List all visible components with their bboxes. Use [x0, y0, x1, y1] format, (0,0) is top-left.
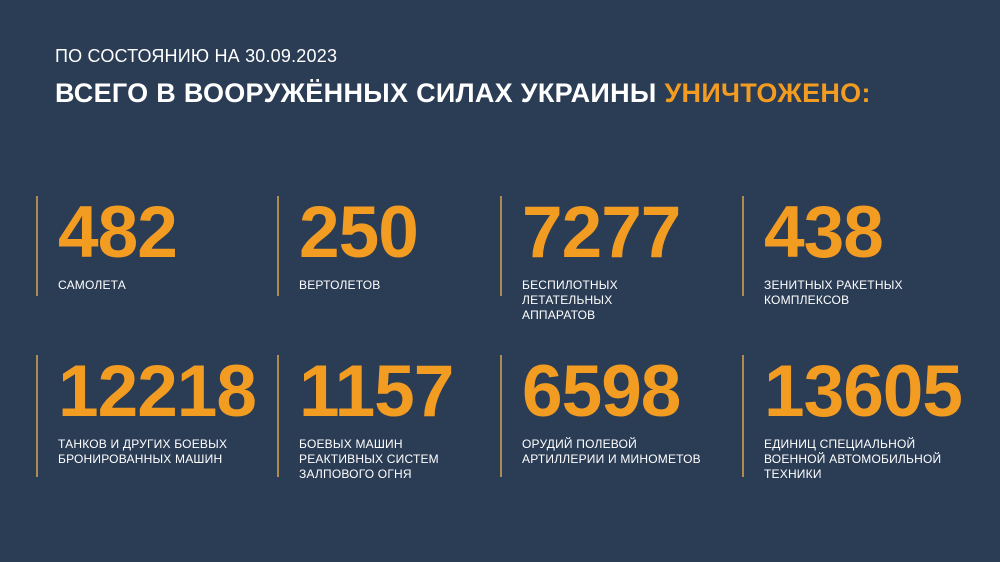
- stat-label: ВЕРТОЛЕТОВ: [299, 278, 381, 292]
- stat-value: 438: [764, 192, 884, 273]
- stat-vehicles: 13605 ЕДИНИЦ СПЕЦИАЛЬНОЙ ВОЕННОЙ АВТОМОБИ…: [742, 351, 964, 481]
- stat-value: 12218: [58, 351, 257, 432]
- stat-label: САМОЛЕТА: [58, 278, 127, 292]
- stat-tanks: 12218 ТАНКОВ И ДРУГИХ БОЕВЫХ БРОНИРОВАННЫ…: [36, 355, 258, 477]
- stat-value: 7277: [522, 192, 681, 273]
- stat-sam: 438 ЗЕНИТНЫХ РАКЕТНЫХ КОМПЛЕКСОВ: [742, 192, 924, 307]
- stat-aircraft: 482 САМОЛЕТА: [36, 196, 208, 296]
- stat-value: 1157: [299, 351, 454, 432]
- date-line: ПО СОСТОЯНИЮ НА 30.09.2023: [55, 46, 338, 66]
- stat-value: 250: [299, 192, 419, 273]
- stat-value: 482: [58, 192, 178, 273]
- stat-value: 13605: [764, 351, 963, 432]
- stat-mlrs: 1157 БОЕВЫХ МАШИН РЕАКТИВНЫХ СИСТЕМ ЗАЛПО…: [277, 351, 459, 481]
- stat-label: ЕДИНИЦ СПЕЦИАЛЬНОЙ ВОЕННОЙ АВТОМОБИЛЬНОЙ…: [764, 437, 942, 481]
- stat-uav: 7277 БЕСПИЛОТНЫХ ЛЕТАТЕЛЬНЫХ АППАРАТОВ: [500, 192, 681, 322]
- stat-label: ОРУДИЙ ПОЛЕВОЙ АРТИЛЛЕРИИ И МИНОМЕТОВ: [522, 437, 701, 466]
- title-accent: УНИЧТОЖЕНО:: [664, 78, 871, 108]
- title-main: ВСЕГО В ВООРУЖЁННЫХ СИЛАХ УКРАИНЫ: [55, 78, 657, 108]
- stat-label: БОЕВЫХ МАШИН РЕАКТИВНЫХ СИСТЕМ ЗАЛПОВОГО…: [299, 437, 439, 481]
- stat-helicopters: 250 ВЕРТОЛЕТОВ: [277, 196, 449, 296]
- stat-label: ТАНКОВ И ДРУГИХ БОЕВЫХ БРОНИРОВАННЫХ МАШ…: [58, 437, 228, 466]
- page-title: ВСЕГО В ВООРУЖЁННЫХ СИЛАХ УКРАИНЫ УНИЧТО…: [55, 78, 871, 109]
- stat-value: 6598: [522, 351, 681, 432]
- stat-label: БЕСПИЛОТНЫХ ЛЕТАТЕЛЬНЫХ АППАРАТОВ: [522, 278, 618, 322]
- stat-artillery: 6598 ОРУДИЙ ПОЛЕВОЙ АРТИЛЛЕРИИ И МИНОМЕТО…: [500, 355, 722, 477]
- stat-label: ЗЕНИТНЫХ РАКЕТНЫХ КОМПЛЕКСОВ: [764, 278, 903, 307]
